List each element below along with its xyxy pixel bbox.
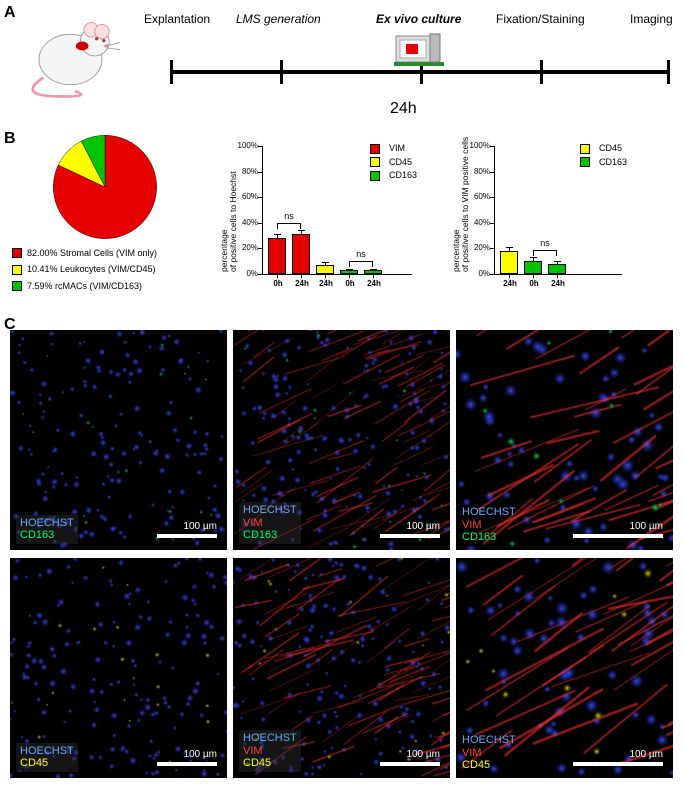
stage-label: Ex vivo culture (376, 12, 461, 26)
rat-illustration (20, 10, 130, 100)
micrograph: HOECHSTCD163 100 µm (10, 330, 227, 550)
scale-bar (157, 534, 217, 538)
pie-legend: 82.00% Stromal Cells (VIM only) 10.41% Le… (12, 246, 157, 295)
timeline: Explantation LMS generation Ex vivo cult… (170, 10, 670, 100)
scale-text: 100 µm (406, 749, 440, 760)
micrograph: HOECHSTVIMCD163 100 µm (233, 330, 450, 550)
micrograph: HOECHSTVIMCD45 100 µm (456, 558, 673, 778)
scale-bar (573, 534, 663, 538)
scale-text: 100 µm (406, 521, 440, 532)
scale-bar (573, 762, 663, 766)
tick (667, 60, 670, 84)
bar (524, 261, 542, 274)
bar (548, 264, 566, 274)
pie-legend-item: 82.00% Stromal Cells (VIM only) (12, 246, 157, 260)
time-label: 24h (390, 100, 417, 118)
pie-legend-item: 7.59% rcMACs (VIM/CD163) (12, 279, 157, 293)
scale-text: 100 µm (629, 521, 663, 532)
channel-labels: HOECHSTVIMCD45 (462, 734, 516, 772)
bar (316, 265, 334, 274)
panel-a: Explantation LMS generation Ex vivo cult… (0, 0, 685, 120)
stage-label: LMS generation (236, 12, 321, 26)
pie-legend-item: 10.41% Leukocytes (VIM/CD45) (12, 262, 157, 276)
scale-bar (380, 534, 440, 538)
micrograph: HOECHSTVIMCD45 100 µm (233, 558, 450, 778)
channel-labels: HOECHSTVIMCD45 (239, 730, 301, 772)
tick (170, 60, 173, 84)
bar (292, 234, 310, 274)
panel-c: HOECHSTCD163100 µmHOECHSTVIMCD163100 µmH… (10, 330, 675, 786)
channel-labels: HOECHSTVIMCD163 (462, 506, 516, 544)
culture-device-icon (394, 32, 444, 68)
panel-b: 82.00% Stromal Cells (VIM only) 10.41% Le… (0, 130, 685, 310)
bar-chart-hoechst: 0%20%40%60%80%100%percentageof positive … (218, 138, 423, 303)
micrograph: HOECHSTCD45 100 µm (10, 558, 227, 778)
scale-bar (380, 762, 440, 766)
channel-labels: HOECHSTCD45 (16, 743, 78, 772)
bar (268, 238, 286, 274)
stage-label: Imaging (630, 12, 673, 26)
tick (280, 60, 283, 84)
scale-text: 100 µm (629, 749, 663, 760)
scale-bar (157, 762, 217, 766)
stage-label: Explantation (144, 12, 210, 26)
channel-labels: HOECHSTVIMCD163 (239, 502, 301, 544)
scale-text: 100 µm (183, 521, 217, 532)
channel-labels: HOECHSTCD163 (16, 515, 78, 544)
stage-label: Fixation/Staining (496, 12, 585, 26)
bar (500, 251, 518, 274)
tick (540, 60, 543, 84)
scale-text: 100 µm (183, 749, 217, 760)
micrograph: HOECHSTVIMCD163 100 µm (456, 330, 673, 550)
bar-chart-vim: 0%20%40%60%80%100%percentageof positive … (450, 138, 665, 303)
